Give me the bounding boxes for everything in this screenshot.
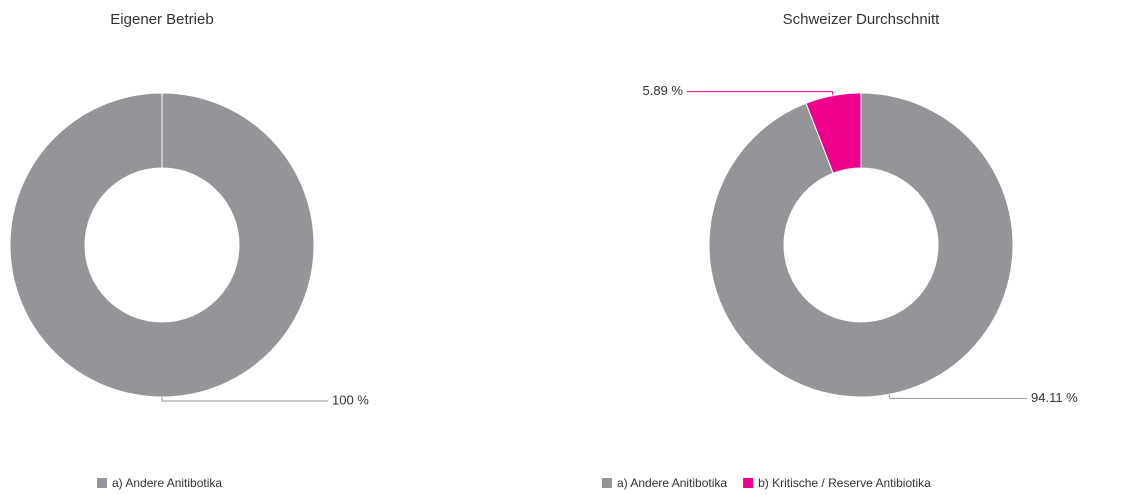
slice bbox=[9, 92, 315, 398]
leader-line bbox=[161, 397, 328, 402]
chart-title: Eigener Betrieb bbox=[110, 11, 213, 28]
leader-line bbox=[687, 91, 834, 96]
data-label: 94.11 % bbox=[1031, 390, 1078, 405]
legend-swatch bbox=[602, 478, 612, 488]
legend-label: a) Andere Anitibotika bbox=[617, 476, 727, 490]
slice bbox=[805, 92, 862, 174]
data-label: 100 % bbox=[332, 392, 369, 407]
legend-label: b) Kritische / Reserve Antibiotika bbox=[758, 476, 931, 490]
leader-line bbox=[888, 394, 1027, 399]
slice bbox=[708, 92, 1014, 398]
chart-title: Schweizer Durchschnitt bbox=[783, 11, 941, 28]
legend-swatch bbox=[97, 478, 107, 488]
legend-label: a) Andere Anitibotika bbox=[112, 476, 222, 490]
legend-swatch bbox=[743, 478, 754, 488]
data-label: 5.89 % bbox=[643, 83, 684, 98]
